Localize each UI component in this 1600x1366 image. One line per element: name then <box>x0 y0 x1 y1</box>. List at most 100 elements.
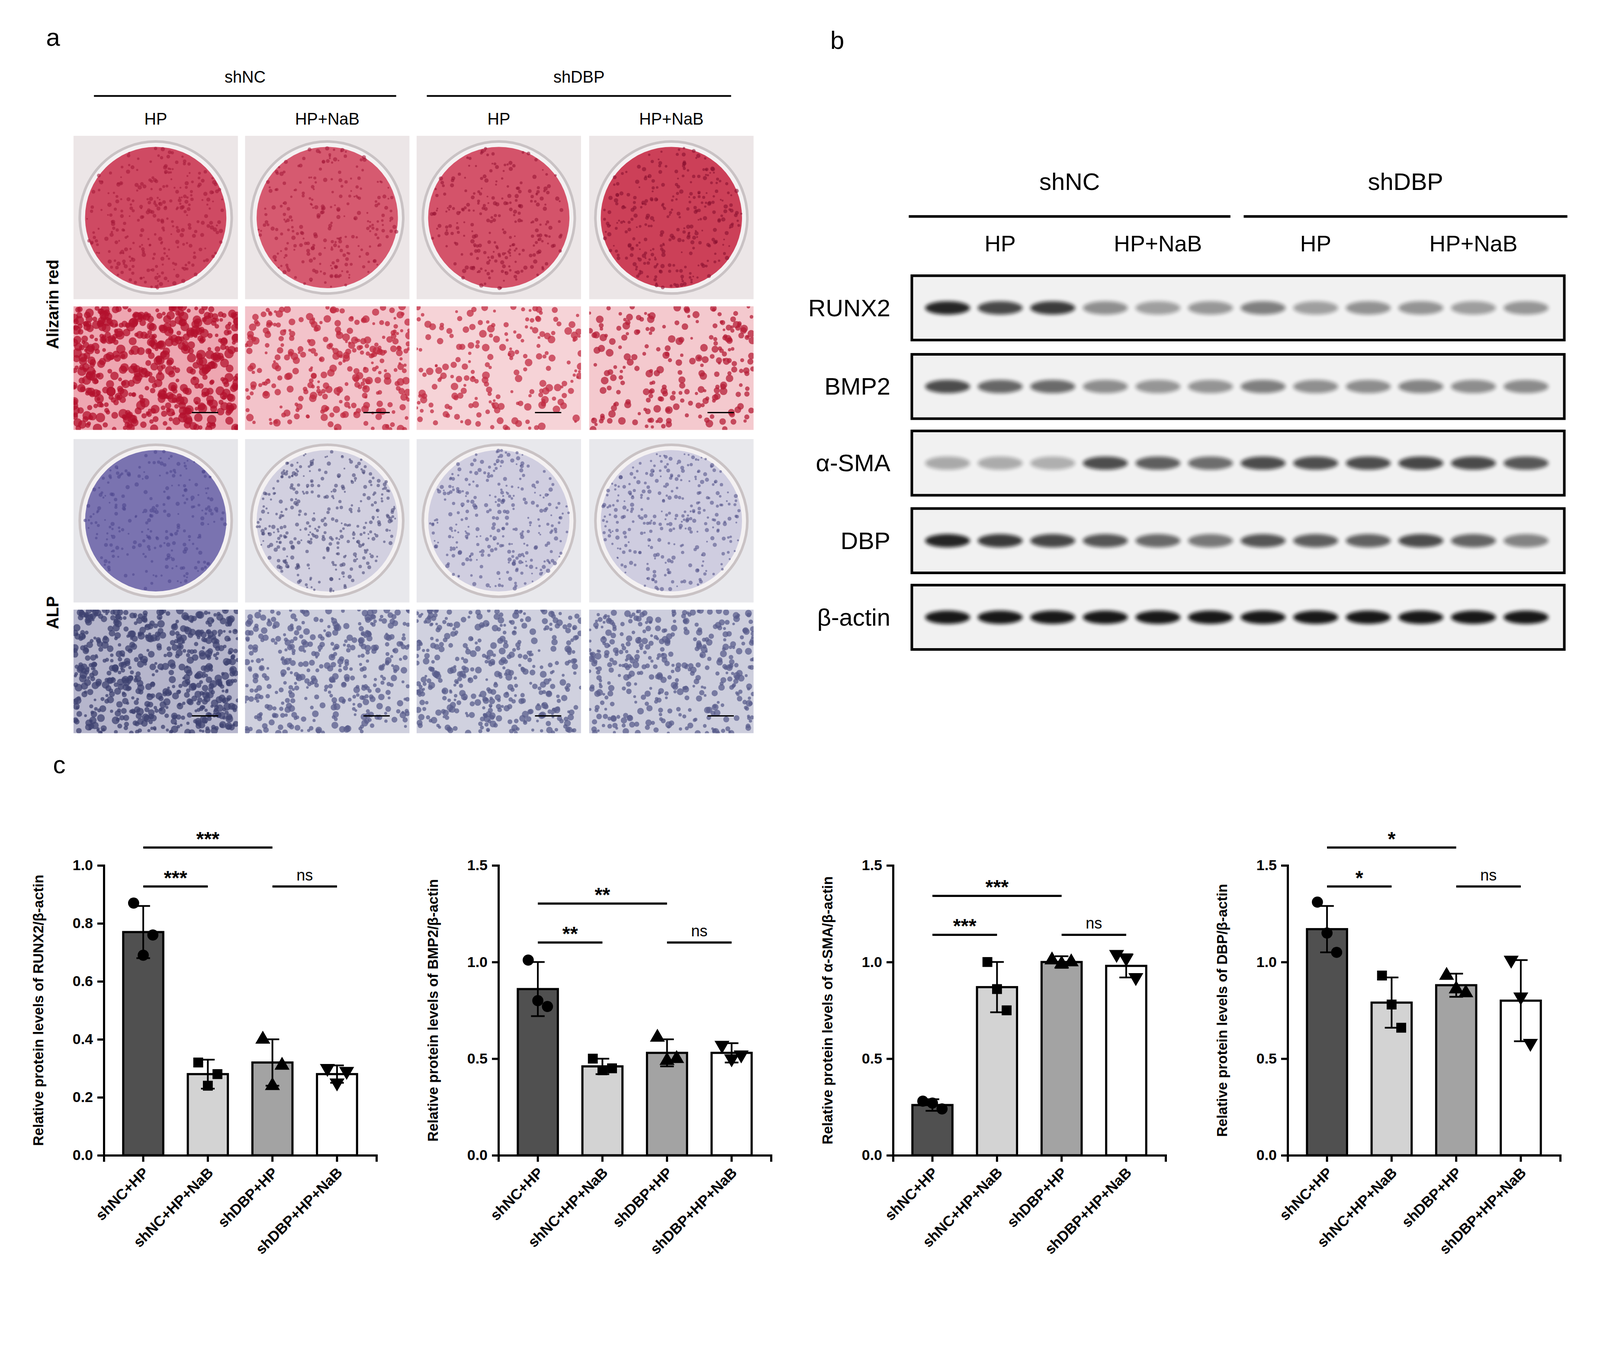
texture-dot <box>353 217 357 220</box>
scale-bar <box>191 411 219 414</box>
texture-dot <box>308 258 314 264</box>
texture-dot <box>104 236 109 241</box>
texture-dot <box>356 372 364 380</box>
texture-dot <box>362 385 370 393</box>
texture-dot <box>607 232 612 237</box>
texture-dot <box>73 397 79 406</box>
texture-dot <box>128 255 131 258</box>
texture-dot <box>291 235 296 240</box>
texture-dot <box>681 239 685 242</box>
texture-dot <box>518 204 521 207</box>
texture-dot <box>288 215 293 219</box>
texture-dot <box>122 221 127 226</box>
texture-dot <box>305 414 310 419</box>
texture-dot <box>263 390 269 397</box>
texture-dot <box>700 201 704 204</box>
texture-dot <box>286 241 290 245</box>
texture-dot <box>486 195 489 198</box>
texture-dot <box>283 354 290 361</box>
texture-dot <box>339 354 343 358</box>
texture-dot <box>690 278 693 282</box>
texture-dot <box>344 235 347 238</box>
texture-dot <box>186 366 194 374</box>
texture-dot <box>539 196 544 201</box>
texture-dot <box>603 208 606 212</box>
texture-dot <box>148 178 152 182</box>
group-header: shDBP <box>553 67 605 87</box>
texture-dot <box>311 268 316 273</box>
texture-dot <box>274 354 281 361</box>
texture-dot <box>443 192 447 196</box>
texture-dot <box>546 190 550 195</box>
texture-dot <box>504 252 507 255</box>
texture-dot <box>215 224 219 227</box>
texture-dot <box>648 258 652 261</box>
texture-dot <box>359 158 363 162</box>
texture-dot <box>279 204 283 208</box>
texture-dot <box>302 156 306 161</box>
texture-dot <box>716 177 720 181</box>
texture-dot <box>509 254 511 257</box>
texture-dot <box>463 206 467 210</box>
texture-dot <box>706 242 711 247</box>
texture-dot <box>131 208 135 213</box>
texture-dot <box>519 181 523 185</box>
texture-dot <box>186 241 189 245</box>
texture-dot <box>354 382 360 388</box>
texture-dot <box>626 192 630 197</box>
texture-dot <box>90 241 94 245</box>
texture-dot <box>703 205 707 208</box>
texture-dot <box>400 329 404 333</box>
texture-dot <box>346 202 350 206</box>
texture-dot <box>674 283 679 288</box>
texture-dot <box>658 269 663 274</box>
texture-dot <box>493 240 497 244</box>
texture-dot <box>438 176 444 181</box>
texture-dot <box>283 329 287 333</box>
panel-a: ashNCshDBPHPHP+NaBHPHP+NaBAlizarin redAL… <box>43 22 758 737</box>
texture-dot <box>348 341 356 349</box>
texture-dot <box>73 384 77 389</box>
texture-dot <box>187 348 194 355</box>
texture-dot <box>613 198 619 203</box>
texture-dot <box>350 189 353 192</box>
texture-dot <box>650 198 654 202</box>
texture-dot <box>216 408 225 416</box>
texture-dot <box>179 205 184 210</box>
texture-dot <box>655 264 658 267</box>
texture-dot <box>311 372 317 379</box>
texture-dot <box>105 410 110 415</box>
texture-dot <box>181 155 184 158</box>
texture-dot <box>659 230 665 235</box>
texture-dot <box>353 215 358 221</box>
texture-dot <box>162 185 166 189</box>
texture-dot <box>336 330 341 336</box>
texture-dot <box>157 236 163 241</box>
texture-dot <box>672 195 675 198</box>
image-tile <box>244 135 410 300</box>
texture-dot <box>654 275 658 279</box>
texture-dot <box>343 401 351 408</box>
texture-dot <box>344 262 348 267</box>
texture-dot <box>377 195 381 200</box>
texture-dot <box>186 214 188 216</box>
texture-dot <box>189 193 193 196</box>
texture-dot <box>286 385 294 393</box>
texture-dot <box>338 178 343 183</box>
texture-dot <box>293 189 296 191</box>
texture-dot <box>470 222 474 227</box>
texture-dot <box>460 253 464 256</box>
dish-texture <box>86 147 224 290</box>
texture-dot <box>340 184 344 188</box>
texture-dot <box>276 322 282 328</box>
texture-dot <box>175 225 179 229</box>
texture-dot <box>367 260 370 264</box>
texture-dot <box>376 220 380 223</box>
texture-dot <box>724 231 729 235</box>
texture-dot <box>155 355 163 363</box>
texture-dot <box>535 202 540 207</box>
texture-dot <box>246 413 254 422</box>
texture-dot <box>677 237 682 243</box>
texture-dot <box>125 169 131 174</box>
texture-dot <box>274 365 281 372</box>
